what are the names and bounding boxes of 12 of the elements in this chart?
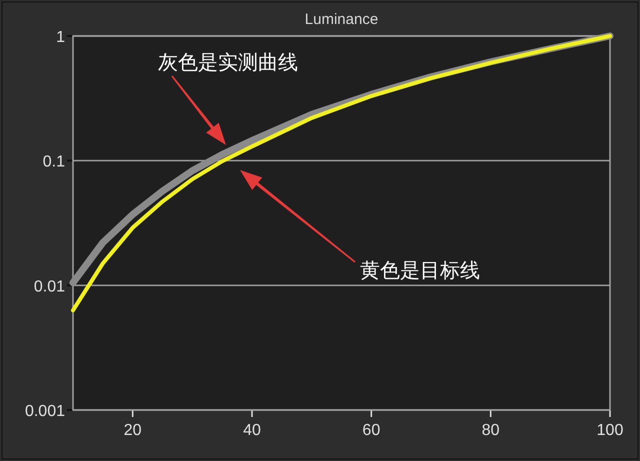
x-tick-label: 40 <box>243 422 261 439</box>
x-tick-label: 60 <box>362 422 380 439</box>
y-tick-label: 1 <box>56 29 66 46</box>
x-tick-label: 100 <box>596 422 624 439</box>
y-tick-label: 0.001 <box>24 403 66 420</box>
y-tick-label: 0.1 <box>42 154 66 171</box>
annotation: 黄色是目标线 <box>360 258 480 282</box>
annotation: 灰色是实测曲线 <box>158 50 298 74</box>
chart-title: Luminance <box>304 11 378 28</box>
y-tick-label: 0.01 <box>34 278 66 296</box>
x-tick-label: 20 <box>124 422 142 439</box>
x-tick-label: 80 <box>482 422 500 439</box>
